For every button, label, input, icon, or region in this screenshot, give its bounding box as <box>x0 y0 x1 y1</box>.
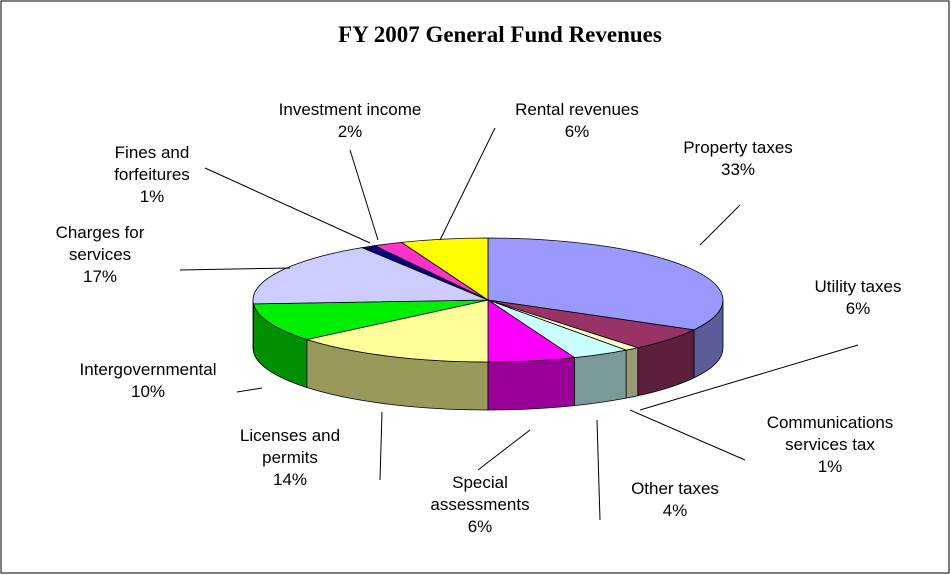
leader-line <box>639 344 859 411</box>
category-label: Communications services tax <box>767 413 894 454</box>
value-label: 4% <box>663 501 688 520</box>
slice-side <box>487 357 575 411</box>
category-label: Investment income <box>279 100 422 119</box>
category-label: Rental revenues <box>515 100 639 119</box>
slice <box>252 247 489 305</box>
value-label: 6% <box>468 517 493 536</box>
leader-line <box>179 267 291 271</box>
slice <box>400 237 489 301</box>
slice-side <box>574 349 627 407</box>
leader-line <box>439 127 496 241</box>
slice <box>305 299 489 363</box>
category-label-line: Intergovernmental <box>79 360 216 379</box>
category-label-line: Rental revenues <box>515 100 639 119</box>
category-label-line: Licenses and <box>240 426 340 445</box>
leader-line <box>204 167 371 244</box>
value-label: 10% <box>131 382 165 401</box>
leader-line <box>477 429 531 471</box>
value-label: 14% <box>273 470 307 489</box>
slice <box>252 299 489 340</box>
category-label-line: Utility taxes <box>815 277 902 296</box>
leader-line <box>349 149 379 241</box>
value-label: 6% <box>846 299 871 318</box>
category-label: Other taxes <box>631 479 719 498</box>
value-label: 1% <box>140 187 165 206</box>
leader-line <box>236 387 263 393</box>
value-label: 2% <box>338 122 363 141</box>
category-label-line: Property taxes <box>683 138 793 157</box>
slice-side <box>625 347 639 399</box>
category-label-line: Charges for <box>56 223 145 242</box>
category-label-line: Other taxes <box>631 479 719 498</box>
category-label-line: permits <box>262 448 318 467</box>
slice <box>487 237 724 331</box>
leader-line <box>596 419 601 521</box>
value-label: 33% <box>721 160 755 179</box>
leader-line <box>379 411 383 481</box>
value-label: 17% <box>83 267 117 286</box>
category-label: Intergovernmental <box>79 360 216 379</box>
category-label: Charges for services <box>56 223 145 264</box>
category-label-line: Investment income <box>279 100 422 119</box>
value-label: 6% <box>565 122 590 141</box>
category-label: Property taxes <box>683 138 793 157</box>
leader-line <box>629 409 746 461</box>
category-label: Licenses and permits <box>240 426 340 467</box>
value-label: 1% <box>818 457 843 476</box>
category-label-line: Special <box>452 473 508 492</box>
leader-line <box>699 204 741 246</box>
category-label-line: assessments <box>430 495 529 514</box>
category-label-line: services <box>69 245 131 264</box>
category-label: Special assessments <box>430 473 529 514</box>
category-label-line: services tax <box>785 435 875 454</box>
category-label-line: Fines and <box>115 143 190 162</box>
category-label: Utility taxes <box>815 277 902 296</box>
category-label: Fines and forfeitures <box>114 143 190 184</box>
category-label-line: forfeitures <box>114 165 190 184</box>
category-label-line: Communications <box>767 413 894 432</box>
chart-title: FY 2007 General Fund Revenues <box>338 22 662 47</box>
